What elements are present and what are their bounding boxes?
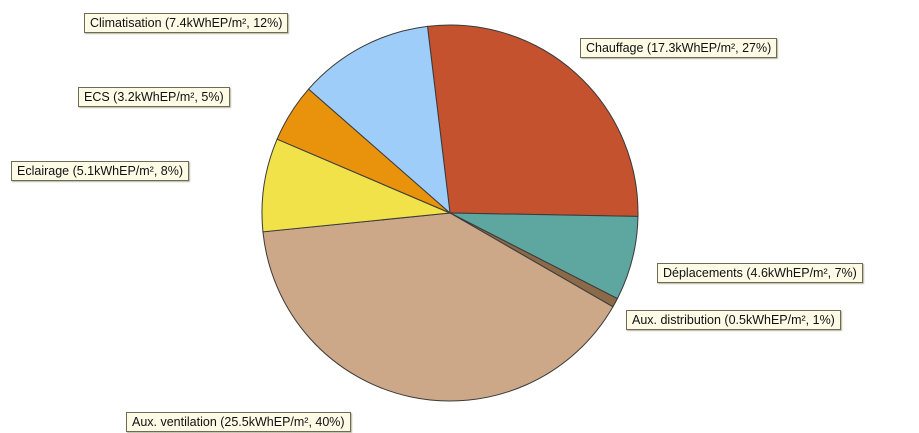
label-aux-distribution: Aux. distribution (0.5kWhEP/m², 1%) [626,310,841,330]
pie-slice-chauffage [426,24,639,217]
pie-slice-eclairage [261,138,451,233]
label-aux-ventilation: Aux. ventilation (25.5kWhEP/m², 40%) [126,412,351,432]
pie-slice-aux-ventilation [262,212,614,402]
pie-slice-climatisation [307,25,451,215]
label-deplacements: Déplacements (4.6kWhEP/m², 7%) [657,263,863,283]
label-chauffage: Chauffage (17.3kWhEP/m², 27%) [580,38,778,58]
label-ecs: ECS (3.2kWhEP/m², 5%) [78,87,230,107]
label-climatisation: Climatisation (7.4kWhEP/m², 12%) [84,13,289,33]
label-eclairage: Eclairage (5.1kWhEP/m², 8%) [11,161,190,181]
